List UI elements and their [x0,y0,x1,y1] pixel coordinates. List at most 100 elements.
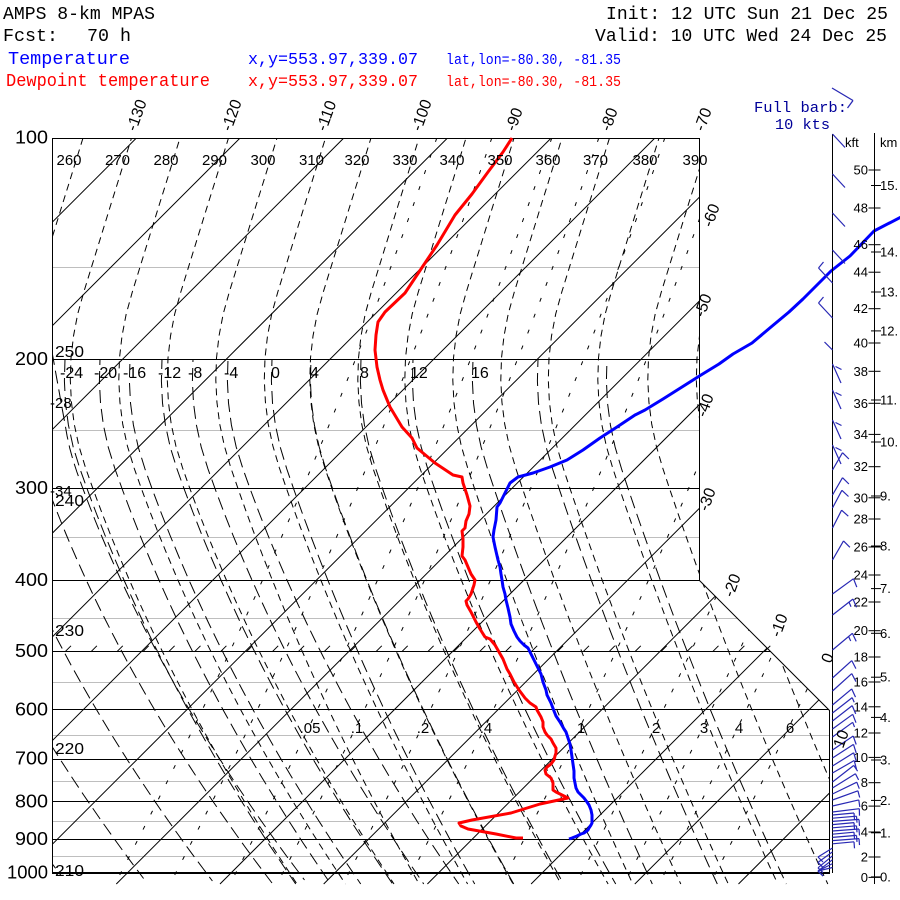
svg-text:32: 32 [854,459,868,474]
svg-text:9.: 9. [880,489,891,504]
svg-text:x,y=553.97,339.07: x,y=553.97,339.07 [248,51,418,70]
svg-text:2: 2 [652,720,660,737]
svg-text:10: 10 [831,728,853,751]
svg-text:10 kts: 10 kts [775,117,830,134]
svg-text:-24: -24 [60,365,83,382]
svg-text:-70: -70 [692,106,716,134]
svg-text:200: 200 [15,349,48,369]
svg-text:-4: -4 [224,365,238,382]
svg-text:6: 6 [861,799,868,814]
svg-text:310: 310 [299,152,324,169]
svg-text:40: 40 [854,336,868,351]
svg-text:46: 46 [854,237,868,252]
svg-text:3.: 3. [880,753,891,768]
svg-text:0.: 0. [880,869,891,884]
svg-text:-60: -60 [700,202,724,230]
svg-text:4: 4 [861,825,868,840]
svg-text:12: 12 [854,726,868,741]
svg-text:Full barb:: Full barb: [754,100,847,117]
svg-text:6: 6 [786,720,794,737]
svg-text:4.: 4. [880,710,891,725]
svg-text:230: 230 [55,623,84,640]
svg-text:370: 370 [583,152,608,169]
svg-text:-50: -50 [692,292,716,320]
svg-text:5.: 5. [880,670,891,685]
svg-text:-16: -16 [123,365,146,382]
svg-text:lat,lon=-80.30, -81.35: lat,lon=-80.30, -81.35 [446,52,621,69]
svg-text:220: 220 [55,741,84,758]
svg-text:320: 320 [345,152,370,169]
svg-text:1.: 1. [880,825,891,840]
svg-text:500: 500 [15,641,48,661]
svg-text:26: 26 [854,540,868,555]
svg-text:1000: 1000 [7,863,48,883]
svg-text:.05: .05 [300,720,321,737]
svg-text:-40: -40 [694,392,718,420]
svg-text:-80: -80 [598,106,622,134]
svg-text:34: 34 [854,427,868,442]
svg-text:4: 4 [735,720,743,737]
svg-text:.2: .2 [417,720,430,737]
svg-text:700: 700 [15,749,48,769]
svg-text:800: 800 [15,791,48,811]
svg-text:10.: 10. [880,435,898,450]
svg-text:-12: -12 [158,365,181,382]
svg-text:300: 300 [15,478,48,498]
svg-text:7.: 7. [880,581,891,596]
svg-text:380: 380 [633,152,658,169]
svg-text:2.: 2. [880,793,891,808]
svg-text:-30: -30 [696,486,720,514]
svg-text:.1: .1 [351,720,364,737]
svg-text:14.: 14. [880,245,898,260]
svg-text:38: 38 [854,364,868,379]
svg-text:0: 0 [271,365,280,382]
svg-text:70 h: 70 h [87,27,131,47]
svg-text:.4: .4 [480,720,493,737]
svg-text:3: 3 [700,720,708,737]
svg-text:0: 0 [861,870,868,885]
svg-text:12: 12 [410,365,428,382]
svg-text:300: 300 [251,152,276,169]
svg-text:600: 600 [15,699,48,719]
svg-text:18: 18 [854,650,868,665]
svg-text:400: 400 [15,570,48,590]
svg-text:270: 270 [105,152,130,169]
svg-text:-90: -90 [503,106,527,134]
svg-text:Valid: 10 UTC Wed 24 Dec 25: Valid: 10 UTC Wed 24 Dec 25 [595,27,887,47]
svg-text:16: 16 [471,365,489,382]
svg-text:11.: 11. [880,393,897,408]
svg-text:22: 22 [854,595,868,610]
svg-text:8: 8 [861,775,868,790]
svg-text:50: 50 [854,163,868,178]
svg-text:390: 390 [683,152,708,169]
svg-text:240: 240 [55,493,84,510]
svg-text:6.: 6. [880,626,891,641]
svg-text:4: 4 [310,365,319,382]
svg-text:250: 250 [55,344,84,361]
svg-text:Dewpoint temperature: Dewpoint temperature [6,72,210,92]
svg-text:15.: 15. [880,178,898,193]
svg-text:24: 24 [854,568,868,583]
svg-text:2: 2 [861,850,868,865]
svg-text:16: 16 [854,675,868,690]
svg-text:900: 900 [15,829,48,849]
svg-text:km: km [880,135,897,150]
svg-text:100: 100 [15,128,48,148]
svg-text:210: 210 [55,863,84,880]
svg-text:260: 260 [57,152,82,169]
svg-text:-20: -20 [721,572,745,600]
svg-text:36: 36 [854,396,868,411]
svg-text:-34: -34 [50,483,72,500]
svg-text:48: 48 [854,201,868,216]
svg-text:330: 330 [393,152,418,169]
svg-text:14: 14 [854,699,868,714]
svg-text:-10: -10 [768,612,792,640]
svg-text:Temperature: Temperature [8,50,130,70]
svg-text:13.: 13. [880,285,898,300]
svg-text:280: 280 [154,152,179,169]
svg-text:Init: 12 UTC Sun 21 Dec 25: Init: 12 UTC Sun 21 Dec 25 [606,5,888,25]
svg-text:-20: -20 [94,365,117,382]
svg-text:-8: -8 [188,365,202,382]
svg-text:30: 30 [854,490,868,505]
svg-text:42: 42 [854,301,868,316]
